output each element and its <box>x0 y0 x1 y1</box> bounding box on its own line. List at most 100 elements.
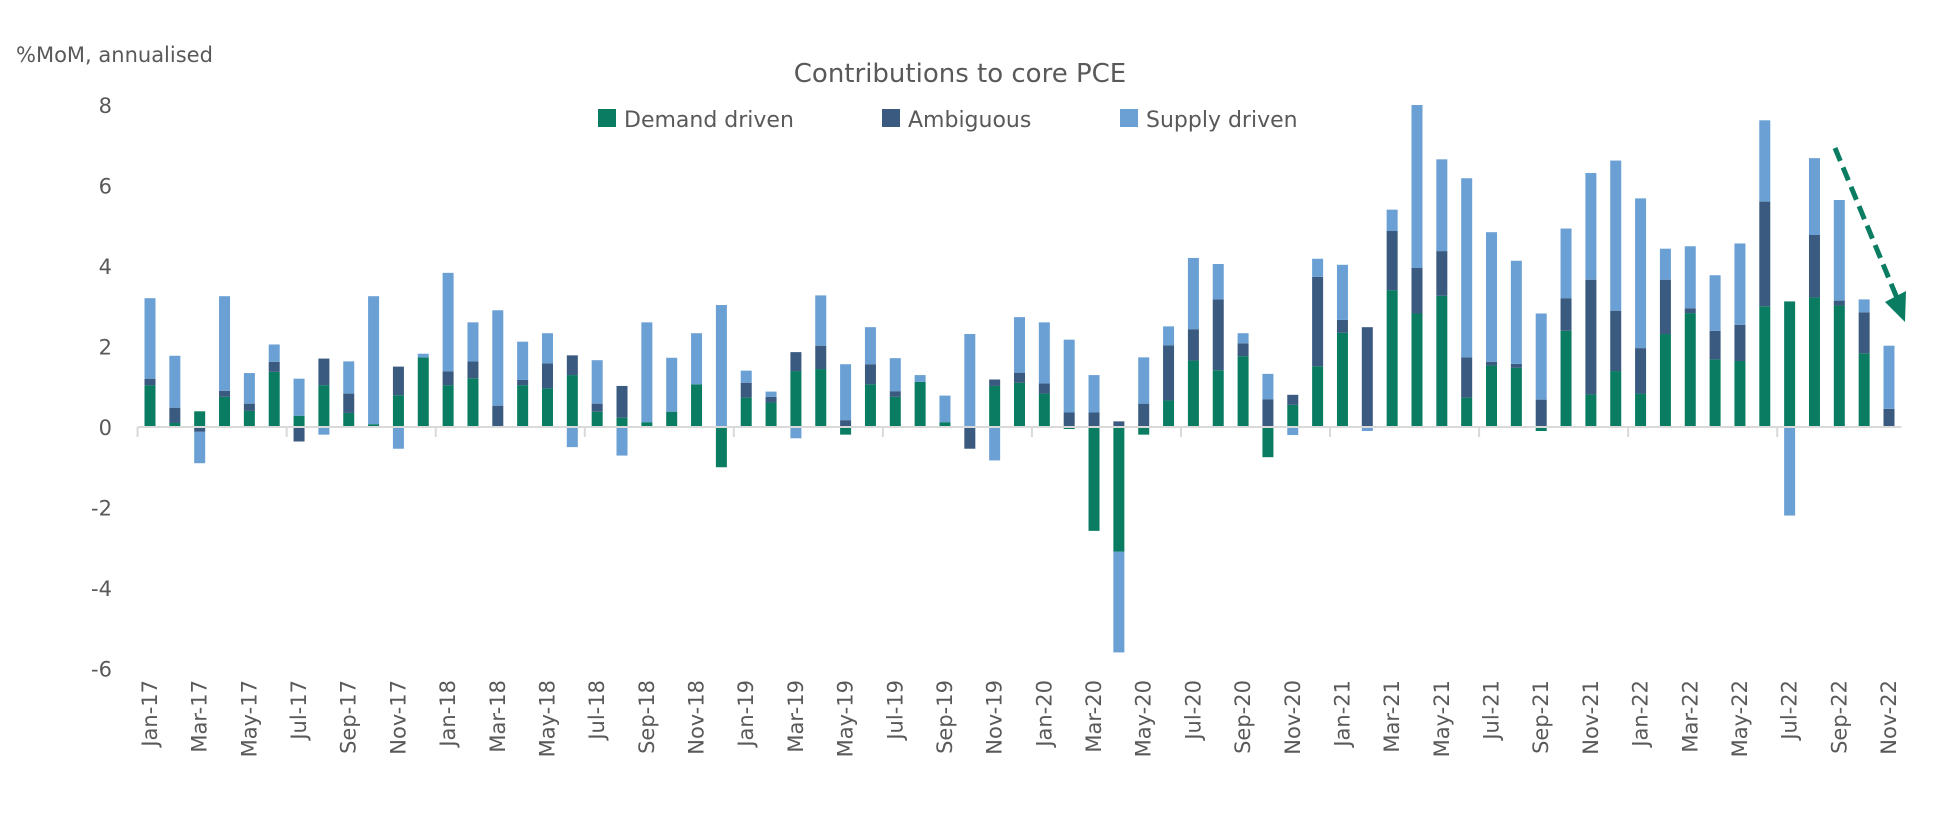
x-tick-label: May-21 <box>1430 680 1454 757</box>
bar-supply-driven-May-17 <box>243 373 255 404</box>
bar-supply-driven-Apr-19 <box>815 295 827 346</box>
bar-ambiguous-Aug-18 <box>616 385 628 418</box>
bar-demand-driven-Jan-19 <box>740 397 752 427</box>
bar-demand-driven-Feb-18 <box>467 378 479 427</box>
bar-supply-driven-Feb-18 <box>467 322 479 362</box>
bar-demand-driven-Sep-19 <box>939 422 951 427</box>
bar-ambiguous-Mar-17 <box>194 427 206 432</box>
bar-demand-driven-Aug-22 <box>1808 297 1820 427</box>
trend-arrow-annotation <box>1832 147 1906 322</box>
x-tick-label: Sep-19 <box>933 680 957 754</box>
bar-demand-driven-Nov-17 <box>392 395 404 427</box>
bar-ambiguous-Jun-19 <box>864 364 876 385</box>
bar-ambiguous-Oct-21 <box>1560 298 1572 331</box>
bar-ambiguous-May-21 <box>1436 251 1448 296</box>
bar-supply-driven-Mar-17 <box>194 431 206 464</box>
x-tick-label: Mar-21 <box>1380 680 1404 753</box>
y-tick-label: 8 <box>99 94 112 118</box>
bar-ambiguous-Jul-18 <box>591 403 603 412</box>
bar-supply-driven-Oct-22 <box>1858 299 1870 313</box>
bar-ambiguous-Jun-22 <box>1759 201 1771 307</box>
x-axis: Jan-17 Mar-17 May-17 Jul-17 Sep-17 Nov-17 Jan-… <box>136 426 1902 757</box>
bar-supply-driven-Apr-21 <box>1411 105 1423 269</box>
x-tick-label: Nov-21 <box>1579 680 1603 755</box>
bar-ambiguous-Jan-18 <box>442 371 454 386</box>
bar-supply-driven-Oct-21 <box>1560 228 1572 299</box>
x-tick-label: Sep-20 <box>1231 680 1255 754</box>
x-tick-label: Mar-17 <box>188 680 212 753</box>
bar-supply-driven-Jun-21 <box>1461 178 1473 358</box>
bar-supply-driven-Dec-19 <box>1014 317 1025 373</box>
x-tick-label: Mar-18 <box>486 680 510 753</box>
bar-ambiguous-Jan-22 <box>1635 348 1647 394</box>
bar-supply-driven-Feb-22 <box>1659 248 1671 280</box>
bar-demand-driven-Sep-20 <box>1237 356 1249 427</box>
bar-demand-driven-Jun-22 <box>1759 306 1771 427</box>
legend: Demand driven Ambiguous Supply driven <box>598 108 1298 133</box>
bar-supply-driven-Nov-22 <box>1883 345 1895 409</box>
bar-ambiguous-Oct-22 <box>1858 312 1870 354</box>
bar-demand-driven-Mar-22 <box>1684 313 1696 427</box>
bar-supply-driven-Jan-20 <box>1038 322 1050 384</box>
x-tick-label: Mar-19 <box>784 680 808 753</box>
bar-demand-driven-Apr-21 <box>1411 313 1423 427</box>
bar-ambiguous-Feb-22 <box>1659 279 1671 335</box>
bar-demand-driven-Sep-18 <box>641 422 653 427</box>
bar-demand-driven-May-21 <box>1436 295 1448 427</box>
bar-supply-driven-Jul-20 <box>1187 257 1199 330</box>
bar-ambiguous-Apr-20 <box>1113 421 1125 427</box>
bar-supply-driven-Dec-21 <box>1610 160 1622 311</box>
y-tick-label: 0 <box>99 416 112 440</box>
bar-demand-driven-Jan-18 <box>442 385 454 427</box>
bar-demand-driven-May-17 <box>243 410 255 427</box>
bar-ambiguous-Sep-20 <box>1237 343 1249 357</box>
bar-demand-driven-Dec-21 <box>1610 371 1622 427</box>
bar-ambiguous-Nov-22 <box>1883 408 1895 427</box>
bar-ambiguous-Jan-17 <box>144 378 156 386</box>
bar-supply-driven-Mar-22 <box>1684 246 1696 309</box>
legend-swatch-0 <box>598 109 616 127</box>
bar-supply-driven-Aug-19 <box>914 375 926 382</box>
bar-supply-driven-Aug-22 <box>1808 158 1820 236</box>
bar-demand-driven-May-19 <box>840 427 852 435</box>
bar-demand-driven-Aug-17 <box>318 385 330 427</box>
bar-ambiguous-Jun-21 <box>1461 357 1473 398</box>
bar-supply-driven-Jun-18 <box>566 427 578 448</box>
bar-demand-driven-Jun-17 <box>268 371 280 427</box>
legend-label: Demand driven <box>624 108 794 133</box>
bar-demand-driven-Jul-17 <box>293 415 305 427</box>
bar-ambiguous-Apr-22 <box>1709 330 1721 360</box>
bar-supply-driven-Jan-22 <box>1635 198 1647 349</box>
bar-demand-driven-Jan-22 <box>1635 393 1647 427</box>
arrow-head-icon <box>1885 291 1906 322</box>
x-tick-label: Sep-18 <box>635 680 659 754</box>
bar-supply-driven-Jul-19 <box>889 358 901 392</box>
bar-demand-driven-Jun-18 <box>566 375 578 427</box>
bar-demand-driven-Jun-19 <box>864 384 876 427</box>
x-tick-label: Sep-22 <box>1827 680 1851 754</box>
bar-demand-driven-Apr-18 <box>517 385 529 427</box>
bar-ambiguous-Jan-19 <box>740 382 752 398</box>
bar-supply-driven-Feb-21 <box>1361 427 1373 432</box>
bar-supply-driven-Nov-17 <box>392 427 404 449</box>
bar-demand-driven-Jun-20 <box>1163 400 1175 427</box>
bar-supply-driven-Jul-17 <box>293 378 305 416</box>
bar-supply-driven-Jan-17 <box>144 298 156 379</box>
y-tick-label: -2 <box>91 497 112 521</box>
x-tick-label: Jul-22 <box>1778 680 1802 742</box>
bar-supply-driven-Aug-20 <box>1212 263 1224 300</box>
x-tick-label: Sep-21 <box>1529 680 1553 754</box>
bar-demand-driven-Aug-19 <box>914 381 926 427</box>
bar-supply-driven-Jun-19 <box>864 327 876 365</box>
dashed-arrow-line <box>1832 147 1900 299</box>
y-tick-label: -4 <box>91 577 112 601</box>
bar-supply-driven-Apr-22 <box>1709 275 1721 331</box>
bar-demand-driven-Jan-20 <box>1038 393 1050 427</box>
bar-supply-driven-Jun-17 <box>268 344 280 362</box>
bar-demand-driven-Mar-20 <box>1088 427 1100 531</box>
bar-demand-driven-Nov-20 <box>1287 404 1299 427</box>
bar-supply-driven-Sep-18 <box>641 322 653 423</box>
x-tick-label: Jan-20 <box>1032 680 1056 749</box>
bar-demand-driven-Sep-17 <box>343 412 355 427</box>
bar-demand-driven-Mar-17 <box>194 411 206 427</box>
